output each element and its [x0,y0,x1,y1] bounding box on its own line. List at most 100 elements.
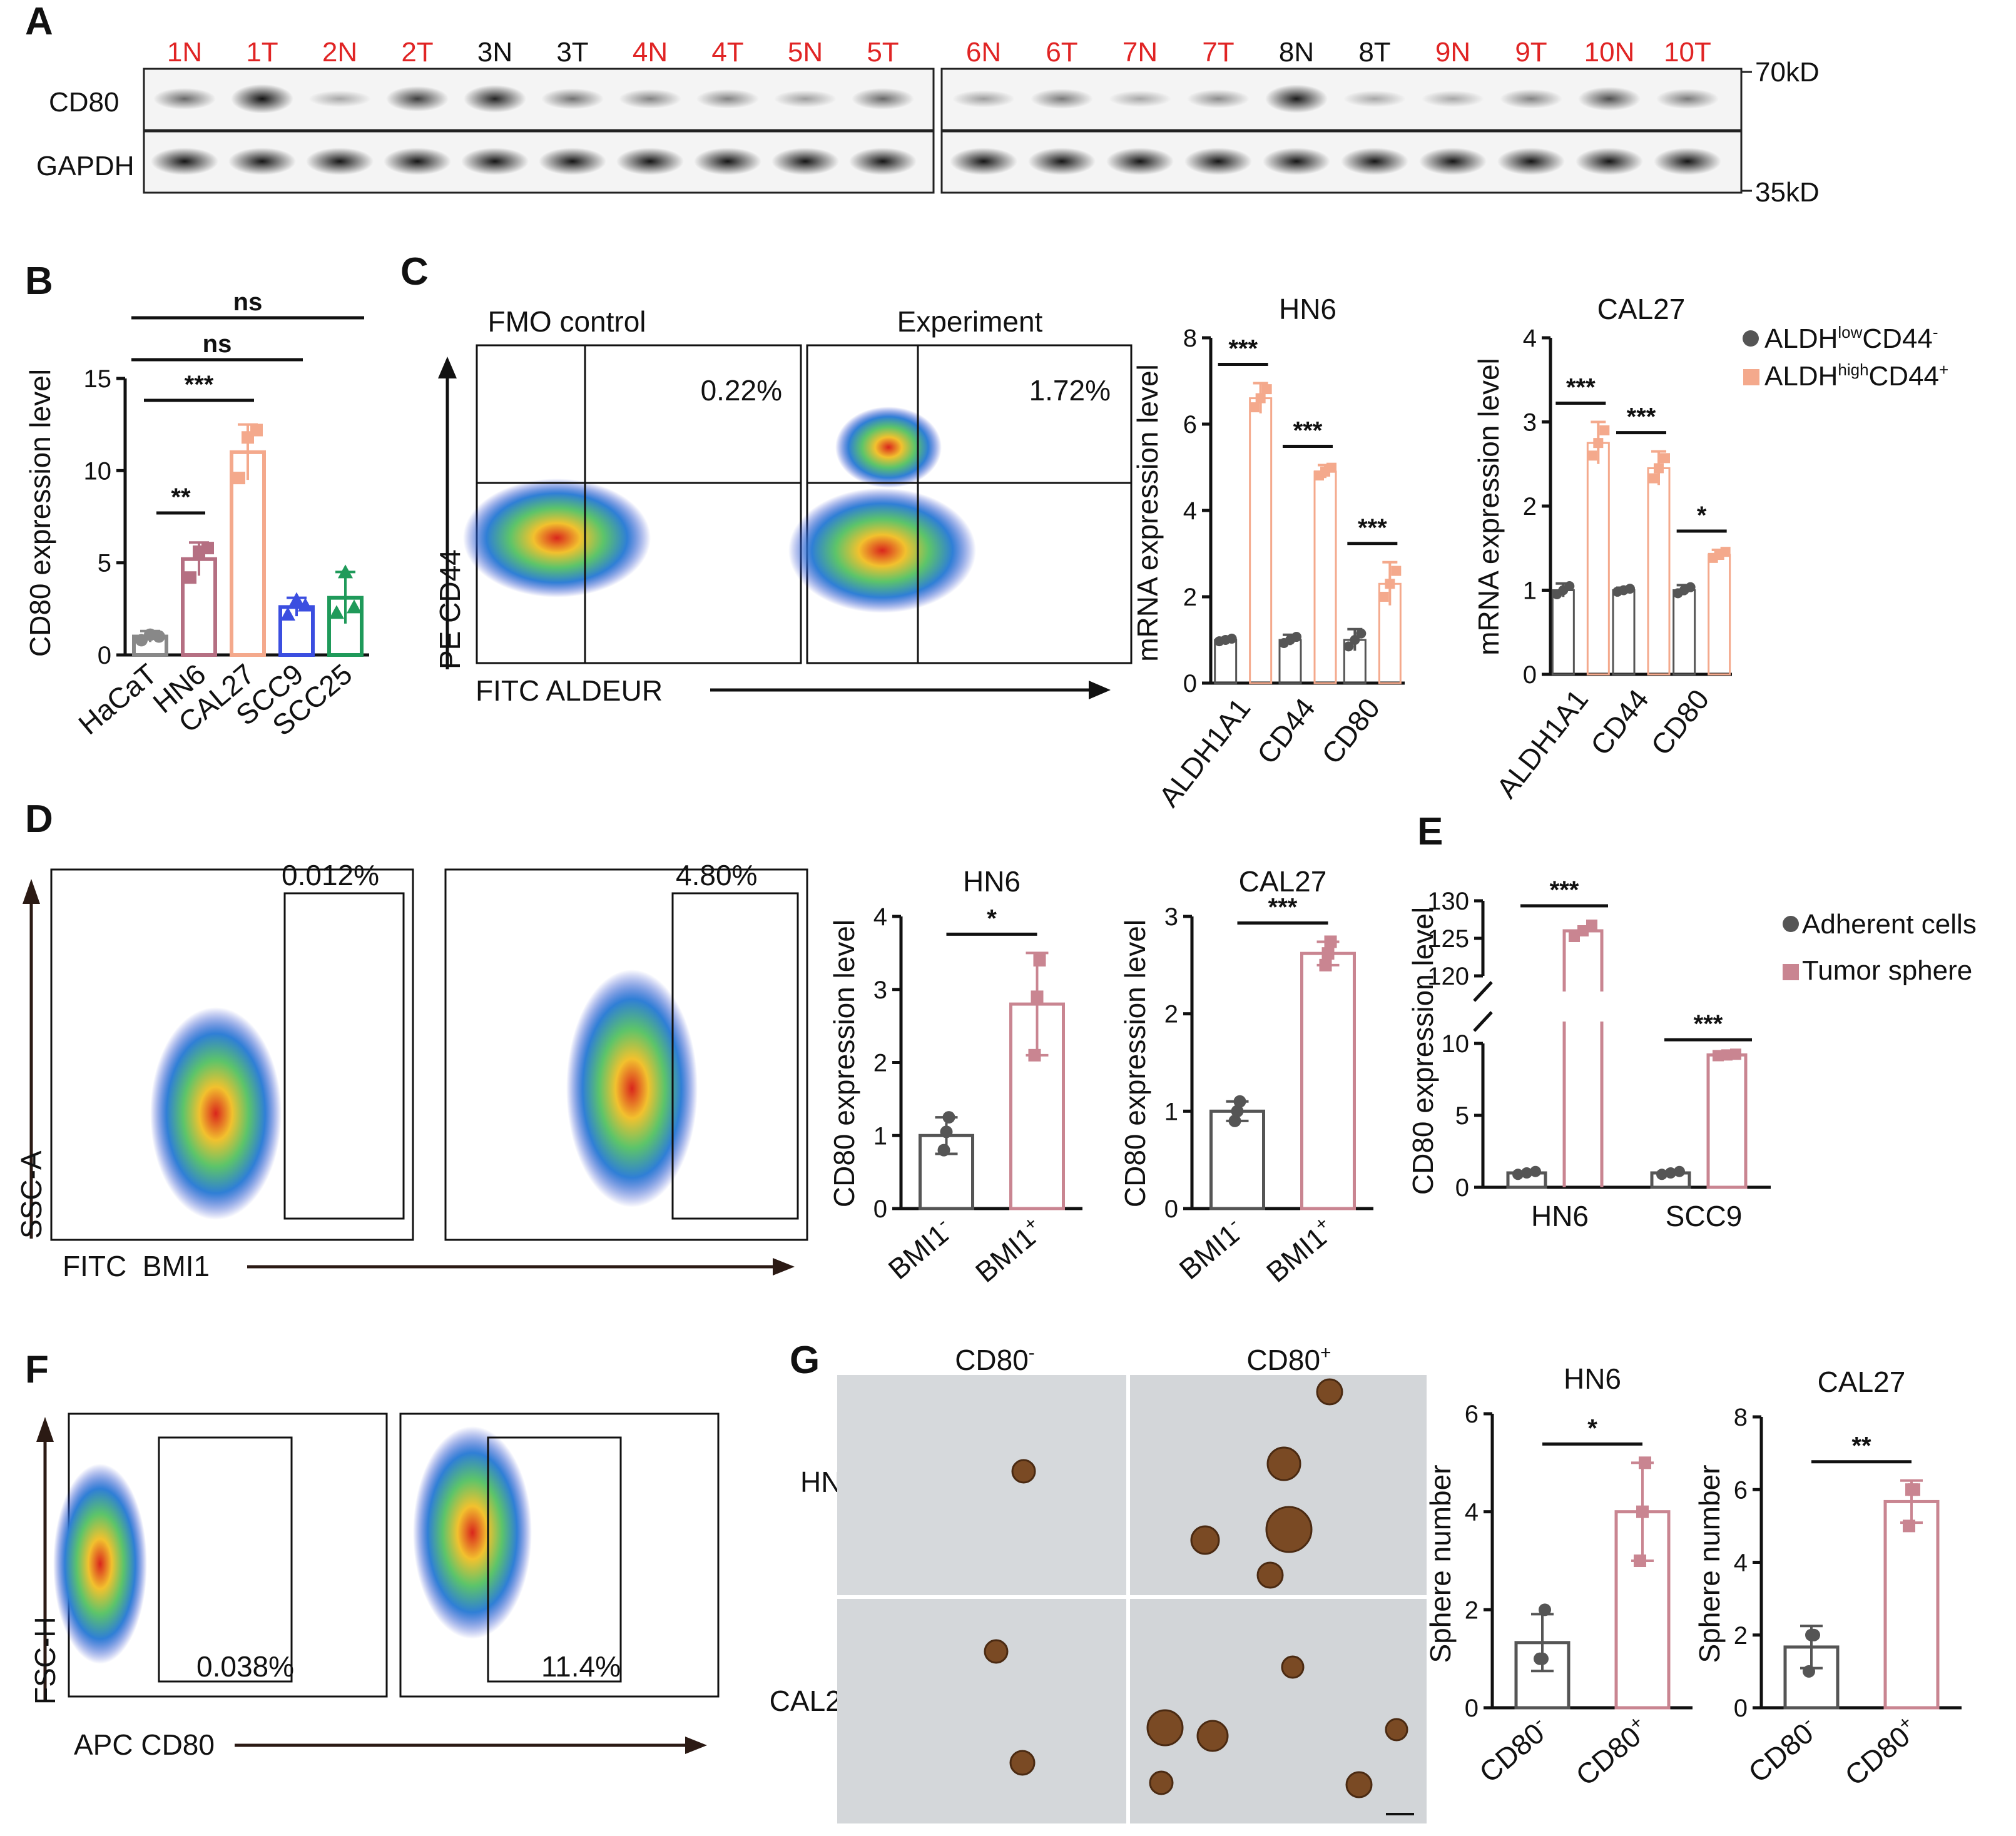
cd80-band [952,90,1015,108]
y-tick-label: 0 [873,1195,887,1223]
marker-70kd: 70kD [1755,57,1820,88]
panel-label-g: G [790,1339,820,1382]
chart-d-hn6: 0 1 2 3 4 HN6 BMI1- BMI1+ * CD80 expression level [828,865,1082,1289]
bar [1672,589,1696,676]
data-point [1593,438,1604,449]
chart-c-hn6: 0 2 4 6 8 HN6 *** ALDH1A1 *** CD44 *** CD80 mRNA exp… [1131,293,1405,813]
y-tick-label: 4 [1183,497,1197,525]
col-header-cd80-neg: CD80- [955,1342,1035,1376]
data-point [1639,1456,1651,1469]
cd80-band [774,90,837,108]
data-point [1326,462,1336,473]
legend-tumor-sphere: Tumor sphere [1802,955,1972,986]
y-tick-label: 6 [1734,1476,1748,1504]
y-tick-label: 10 [1442,1030,1470,1058]
x-tick-label: CD80 [1315,692,1386,770]
panel-e-legend: Adherent cells Tumor sphere [1783,909,1977,986]
gapdh-band [1263,148,1330,175]
significance-label: *** [1293,417,1323,445]
y-tick-label: 0 [1183,670,1197,697]
gapdh-band [1419,148,1487,175]
gapdh-band [1341,148,1408,175]
gapdh-band [616,148,684,175]
lane-label: 1T [246,37,278,68]
data-point [1343,641,1354,652]
lane-label: 8N [1279,37,1314,68]
lane-label: 9T [1515,37,1547,68]
data-point [1261,384,1272,395]
panel-label-b: B [25,260,53,303]
cd80-band [1109,90,1171,108]
y-tick-label: 2 [1183,584,1197,611]
cd80-band [386,86,449,112]
flow-percent-exp: 1.72% [1029,374,1111,407]
y-tick-label: 15 [84,365,112,393]
data-point [1634,1555,1646,1567]
significance-label: * [987,905,997,932]
chart-title: CAL27 [1818,1366,1906,1398]
legend-marker-tumor-sphere [1783,964,1799,980]
x-tick-label: BMI1+ [1260,1212,1341,1289]
y-tick-label: 8 [1734,1404,1748,1431]
y-tick-label: 125 [1427,925,1469,953]
flow-percent-f1: 0.038% [196,1650,294,1683]
lane-label: 1N [167,37,202,68]
x-tick-label: BMI1- [1172,1212,1250,1286]
data-point [1539,1603,1551,1616]
data-point [1291,632,1301,642]
data-point [1599,425,1610,435]
significance-label: *** [1358,514,1387,542]
significance-label: *** [1694,1010,1723,1038]
sphere [1196,1720,1229,1752]
panel-f-flow: 0.038% 11.4% FSC-H APC CD80 [29,1413,720,1761]
y-tick-label: 1 [1523,577,1537,605]
cd80-band [464,84,526,113]
significance-label: ns [233,288,263,316]
panel-label-c: C [400,250,429,293]
data-point [1249,402,1260,413]
sphere [1265,1506,1313,1553]
image-hn6-cd80-neg [837,1375,1126,1595]
bar [1586,442,1610,676]
panel-d-flow: 0.012% 4.80% SSC-A FITC BMI1 [15,859,808,1282]
sphere [1146,1709,1184,1747]
data-point [942,1111,955,1124]
flow-density-f2 [413,1426,532,1639]
lane-label: 6T [1046,37,1077,68]
gapdh-band [694,148,761,175]
data-point [1721,1049,1733,1061]
legend-marker-aldh-low [1743,330,1759,347]
y-tick-label: 6 [1465,1401,1479,1428]
y-tick-label: 3 [873,976,887,1004]
y-tick-label: 0 [1455,1174,1469,1202]
flow-title-experiment: Experiment [897,305,1043,338]
y-tick-label: 5 [1455,1102,1469,1130]
lane-label: 5N [788,37,823,68]
panel-label-d: D [25,798,53,841]
lane-label: 9N [1435,37,1470,68]
data-point [1255,393,1266,403]
data-point [937,1144,950,1157]
data-point [1685,582,1696,592]
flow-density-f1 [53,1464,147,1664]
y-tick-label: 0 [98,642,111,669]
y-axis-label: Sphere number [1424,1464,1457,1663]
bar [1300,951,1356,1210]
significance-label: *** [1627,403,1656,431]
sphere [1345,1771,1373,1798]
image-cal27-cd80-pos [1130,1599,1427,1823]
y-tick-label: 2 [1465,1596,1479,1624]
data-point [1586,920,1597,931]
significance-label: ** [1851,1433,1871,1460]
legend-marker-aldh-high [1743,369,1759,385]
y-axis-label: CD80 expression level [1119,920,1151,1207]
significance-label: *** [1550,876,1579,904]
data-point [1647,473,1657,484]
flow-x-label-fitc-aldeur: FITC ALDEUR [476,674,663,707]
data-point [1356,628,1367,639]
flow-density-d1 [150,1007,282,1220]
y-tick-label: 4 [1465,1499,1479,1526]
y-tick-label: 120 [1427,963,1469,990]
data-point [1730,1048,1741,1060]
